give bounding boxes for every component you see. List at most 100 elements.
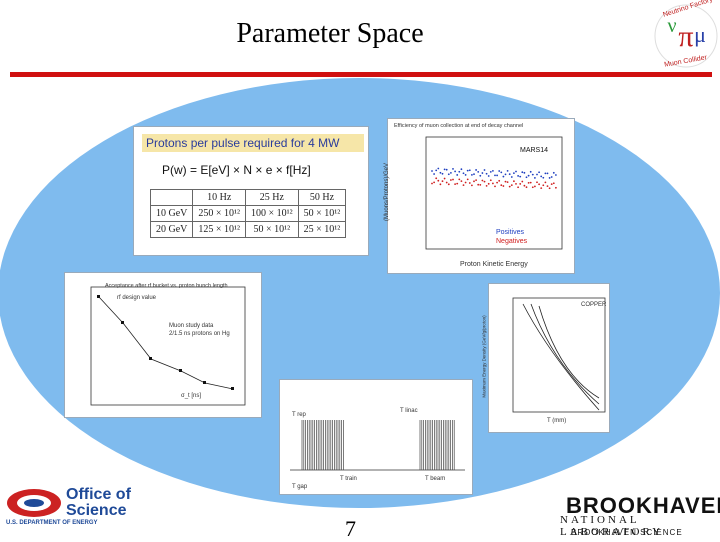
efficiency-xlabel: Proton Kinetic Energy: [460, 261, 528, 268]
efficiency-point: [458, 178, 461, 181]
pulse-label-mid: T train: [340, 476, 357, 482]
efficiency-point: [494, 174, 496, 177]
efficiency-point: [437, 179, 440, 182]
table-header-cell: [149, 189, 194, 206]
efficiency-point: [466, 169, 469, 172]
efficiency-point: [502, 175, 505, 178]
efficiency-point: [552, 182, 555, 185]
efficiency-point: [544, 181, 547, 184]
table-cell: 125 × 10¹²: [192, 221, 247, 238]
efficiency-point: [456, 182, 459, 185]
efficiency-point: [433, 181, 435, 184]
efficiency-point: [550, 183, 553, 185]
efficiency-ylabel: (Muons/Protons)/GeV: [384, 162, 391, 222]
protons-table: 10 Hz 25 Hz 50 Hz 10 GeV 250 × 10¹² 100 …: [149, 189, 347, 238]
efficiency-point: [481, 172, 484, 174]
efficiency-plot-panel: Efficiency of muon collection at end of …: [384, 118, 575, 274]
table-cell: 20 GeV: [149, 221, 194, 238]
efficiency-point: [445, 168, 448, 171]
efficiency-point: [521, 171, 524, 174]
efficiency-point: [437, 167, 440, 170]
protons-table-heading: Protons per pulse required for 4 MW: [142, 134, 364, 152]
table-cell: 50 × 10¹²: [245, 221, 299, 238]
table-cell: 100 × 10¹²: [245, 205, 299, 222]
efficiency-point: [519, 175, 522, 178]
efficiency-point: [452, 178, 454, 181]
protons-formula: P(w) = E[eV] × N × e × f[Hz]: [162, 163, 311, 177]
acceptance-xlabel: σ_t [ns]: [181, 393, 202, 399]
efficiency-point: [441, 180, 444, 183]
efficiency-point: [523, 171, 526, 174]
efficiency-point: [489, 170, 492, 173]
efficiency-point: [475, 169, 477, 171]
acceptance-annotation-2: Muon study data: [169, 323, 214, 329]
efficiency-point: [433, 173, 435, 175]
efficiency-point: [525, 186, 528, 189]
bnl-name: BROOKHAVEN: [566, 493, 720, 518]
efficiency-point: [534, 177, 536, 179]
pulse-plot-panel: T rep T linac T train T beam T gap: [279, 379, 473, 495]
table-header-cell: 25 Hz: [245, 189, 299, 206]
efficiency-point: [460, 168, 463, 171]
table-header-row: 10 Hz 25 Hz 50 Hz: [149, 189, 347, 206]
doe-swirl-icon: [7, 489, 61, 517]
efficiency-point: [536, 181, 538, 184]
efficiency-point: [504, 180, 507, 183]
efficiency-point: [540, 175, 543, 178]
efficiency-point: [536, 173, 538, 176]
efficiency-point: [538, 171, 540, 174]
efficiency-point: [441, 172, 444, 175]
efficiency-point: [531, 186, 534, 189]
efficiency-point: [555, 174, 557, 176]
efficiency-plot-tag: MARS14: [520, 147, 549, 154]
efficiency-point: [508, 173, 511, 176]
efficiency-point: [515, 170, 517, 173]
efficiency-point: [504, 173, 507, 176]
acceptance-annotation-3: 2/1.5 ns protons on Hg: [169, 331, 230, 337]
efficiency-point: [473, 173, 475, 176]
efficiency-point: [443, 177, 446, 180]
efficiency-point: [546, 172, 549, 175]
doe-office-text: Office of: [66, 486, 131, 503]
table-cell: 50 × 10¹²: [297, 205, 347, 222]
protons-table-panel: Protons per pulse required for 4 MW P(w)…: [133, 126, 369, 256]
efficiency-point: [487, 175, 490, 177]
table-header-cell: 10 Hz: [192, 189, 247, 206]
efficiency-point: [498, 179, 501, 182]
table-cell: 25 × 10¹²: [297, 221, 347, 238]
efficiency-point: [500, 184, 503, 187]
efficiency-point: [487, 182, 490, 185]
efficiency-point: [456, 174, 459, 176]
efficiency-point: [552, 171, 555, 174]
efficiency-point: [458, 170, 461, 173]
efficiency-point: [527, 181, 530, 184]
efficiency-point: [439, 171, 442, 174]
efficiency-point: [513, 180, 515, 183]
efficiency-point: [519, 183, 522, 185]
efficiency-point: [527, 174, 530, 177]
efficiency-point: [445, 181, 448, 184]
efficiency-point: [542, 176, 545, 179]
title-underline: [10, 72, 712, 77]
efficiency-point: [502, 185, 505, 187]
efficiency-point: [500, 171, 503, 174]
efficiency-point: [447, 183, 450, 186]
efficiency-point: [483, 169, 486, 171]
efficiency-point: [508, 185, 511, 188]
efficiency-point: [515, 182, 517, 185]
efficiency-point: [521, 180, 524, 183]
efficiency-point: [454, 183, 456, 186]
svg-text:μ: μ: [694, 22, 706, 47]
efficiency-point: [483, 180, 486, 183]
efficiency-point: [523, 184, 526, 187]
efficiency-point: [477, 170, 480, 173]
doe-dept-text: U.S. DEPARTMENT OF ENERGY: [6, 520, 98, 526]
efficiency-point: [464, 181, 467, 184]
efficiency-point: [529, 181, 532, 184]
table-row: 10 GeV 250 × 10¹² 100 × 10¹² 50 × 10¹²: [149, 205, 347, 222]
efficiency-point: [473, 180, 475, 183]
efficiency-point: [460, 180, 463, 183]
efficiency-point: [431, 182, 433, 185]
efficiency-point: [525, 176, 528, 179]
efficiency-point: [546, 185, 549, 188]
